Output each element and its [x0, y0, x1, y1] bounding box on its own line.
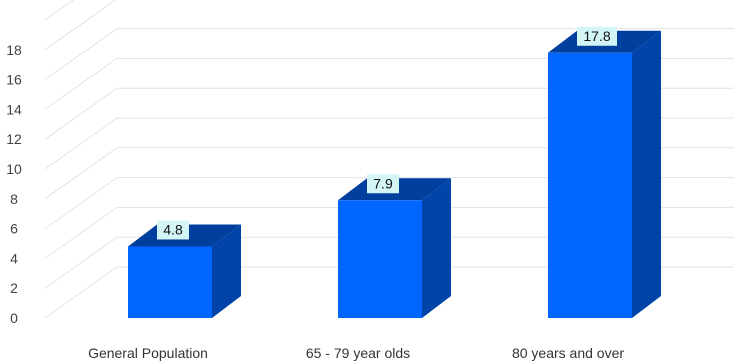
y-axis: 0 2 4 6 8 10 12 14 16 18: [6, 42, 22, 326]
x-category-label: General Population: [88, 345, 208, 361]
bar: [128, 224, 241, 318]
grid-line: [44, 206, 734, 259]
bar-side: [632, 30, 661, 319]
y-tick-label: 16: [6, 72, 22, 88]
data-label-text: 7.9: [373, 175, 393, 191]
y-tick-label: 6: [10, 221, 18, 237]
y-tick-label: 14: [6, 101, 22, 117]
bar: [548, 30, 661, 319]
y-tick-label: 18: [6, 42, 22, 58]
y-tick-label: 2: [10, 280, 18, 296]
bar-side: [212, 224, 241, 318]
bar-front: [548, 52, 632, 318]
grid-line: [44, 57, 734, 110]
bar: [338, 178, 451, 318]
grid-line: [44, 0, 75, 21]
grid-line: [44, 266, 734, 319]
y-tick-label: 0: [10, 310, 18, 326]
y-tick-label: 4: [10, 250, 18, 266]
bars: 4.8 7.9 17.8: [128, 26, 661, 319]
x-category-label: 80 years and over: [512, 345, 624, 361]
grid-line: [44, 117, 734, 170]
x-category-label: 65 - 79 year olds: [306, 345, 410, 361]
y-tick-label: 12: [6, 131, 22, 147]
data-label-bg: [367, 174, 399, 194]
data-label: 4.8: [157, 220, 189, 240]
data-label-text: 4.8: [163, 221, 183, 237]
grid-line: [44, 177, 734, 230]
y-tick-label: 10: [6, 161, 22, 177]
grid-line: [44, 236, 734, 289]
bar-front: [338, 200, 422, 318]
y-tick-label: 8: [10, 191, 18, 207]
data-label-text: 17.8: [583, 28, 610, 44]
x-axis: General Population 65 - 79 year olds 80 ye…: [88, 345, 624, 361]
grid-line: [44, 147, 734, 200]
grid-line: [44, 87, 734, 140]
grid-lines: [44, 0, 734, 319]
data-label: 17.8: [577, 26, 617, 46]
grid-line: [44, 28, 734, 81]
grid-line: [44, 0, 117, 51]
data-label-bg: [577, 26, 617, 46]
bar-front: [128, 246, 212, 318]
data-label: 7.9: [367, 174, 399, 194]
bar-side: [422, 178, 451, 318]
data-label-bg: [157, 220, 189, 240]
